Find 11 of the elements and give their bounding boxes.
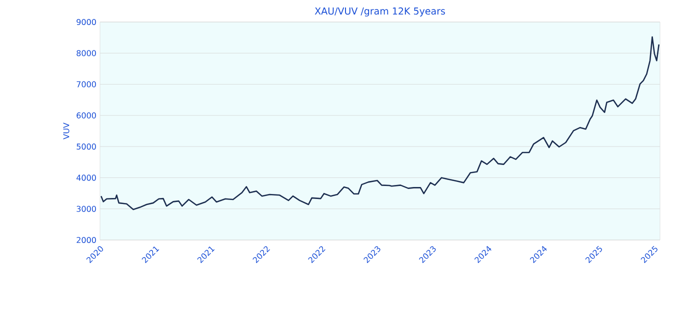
chart-title: XAU/VUV /gram 12K 5years (314, 7, 445, 16)
y-tick-label: 8000 (76, 50, 96, 56)
y-tick-label: 3000 (76, 206, 96, 212)
y-tick-label: 5000 (76, 144, 96, 150)
line-series (100, 36, 660, 210)
y-axis-title: VUV (63, 122, 70, 140)
y-tick-label: 9000 (76, 18, 96, 26)
y-tick-label: 2000 (76, 236, 96, 244)
y-tick-label: 4000 (76, 174, 96, 181)
y-tick-label: 6000 (76, 112, 96, 118)
y-tick-label: 7000 (76, 81, 96, 88)
